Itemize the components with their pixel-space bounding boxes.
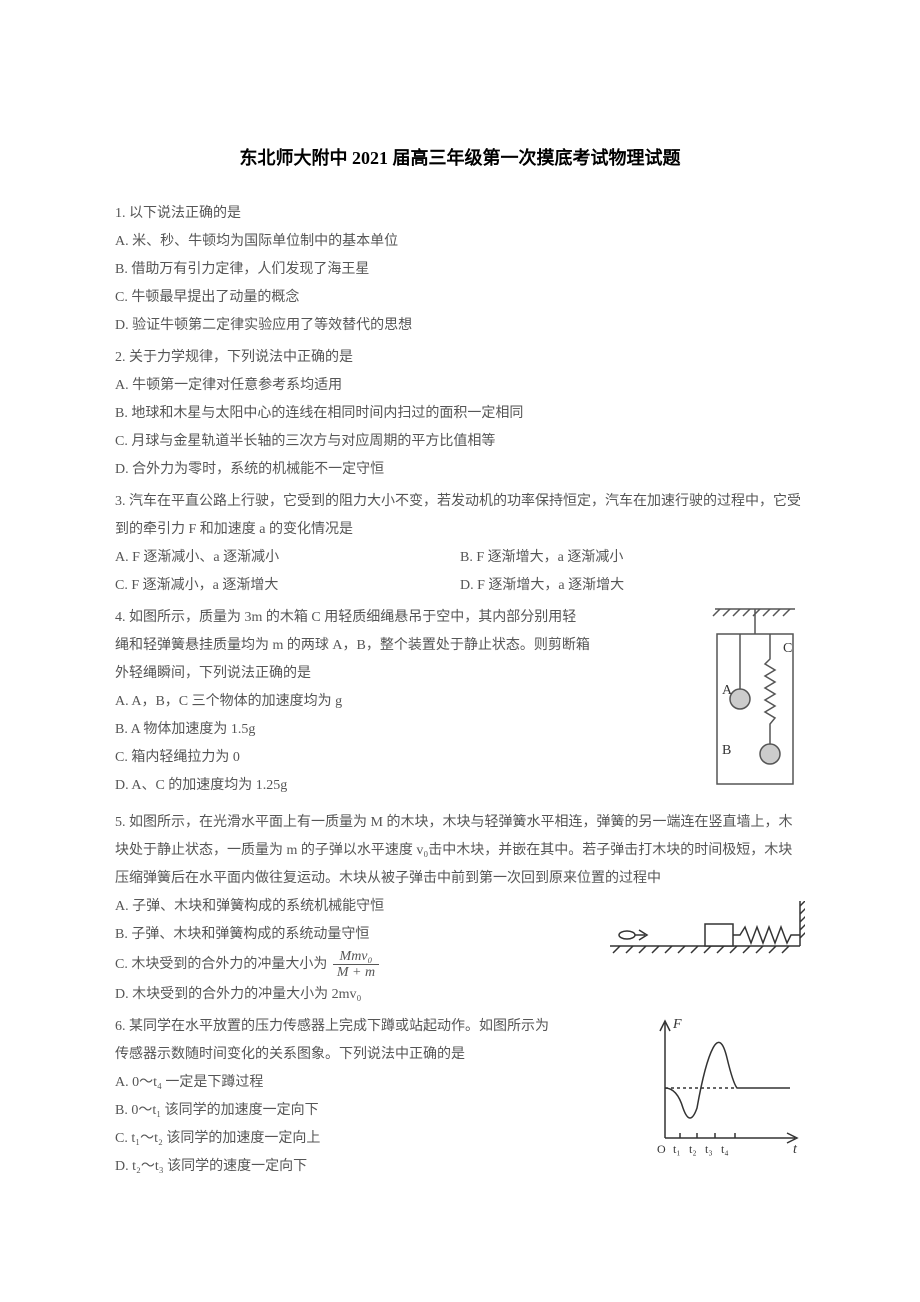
q1-stem: 1. 以下说法正确的是: [115, 200, 805, 228]
q6-tick-o: O: [657, 1142, 666, 1156]
q6-tick-3: t₃: [705, 1142, 713, 1156]
q4-diagram: C A B: [695, 604, 805, 794]
q2-opt-d: D. 合外力为零时，系统的机械能不一定守恒: [115, 456, 805, 484]
q5-opt-c-den: M + m: [333, 965, 379, 980]
q2-options: A. 牛顿第一定律对任意参考系均适用 B. 地球和木星与太阳中心的连线在相同时间…: [115, 372, 805, 484]
q6-tick-4: t₄: [721, 1142, 729, 1156]
q4-figure: C A B: [695, 604, 805, 805]
q2-opt-b: B. 地球和木星与太阳中心的连线在相同时间内扫过的面积一定相同: [115, 400, 805, 428]
q1-opt-a: A. 米、秒、牛顿均为国际单位制中的基本单位: [115, 228, 805, 256]
q3-opt-c: C. F 逐渐减小，a 逐渐增大: [115, 572, 460, 600]
q6-tick-1: t₁: [673, 1142, 681, 1156]
q5-opt-c-fraction: Mmv₀ M + m: [333, 949, 379, 981]
q6-diagram: F t O t₁ t₂ t₃ t₄: [645, 1013, 805, 1163]
q2-opt-c: C. 月球与金星轨道半长轴的三次方与对应周期的平方比值相等: [115, 428, 805, 456]
q1-opt-b: B. 借助万有引力定律，人们发现了海王星: [115, 256, 805, 284]
q5-stem: 5. 如图所示，在光滑水平面上有一质量为 M 的木块，木块与轻弹簧水平相连，弹簧…: [115, 809, 805, 893]
q5-opt-c-num: Mmv₀: [333, 949, 379, 965]
question-1: 1. 以下说法正确的是 A. 米、秒、牛顿均为国际单位制中的基本单位 B. 借助…: [115, 200, 805, 340]
page-title: 东北师大附中 2021 届高三年级第一次摸底考试物理试题: [115, 140, 805, 176]
question-6: F t O t₁ t₂ t₃ t₄ 6. 某同学在水平放置的压力传感器上完成下蹲…: [115, 1013, 805, 1181]
q5-diagram: [605, 901, 805, 961]
q3-stem: 3. 汽车在平直公路上行驶，它受到的阻力大小不变，若发动机的功率保持恒定，汽车在…: [115, 488, 805, 544]
q6-axis-x: t: [793, 1142, 798, 1157]
q4-label-b: B: [722, 743, 731, 758]
question-4: C A B 4. 如图所示，质量为 3m 的木箱 C 用轻质细绳悬吊于空中，其内…: [115, 604, 805, 805]
q3-opt-b: B. F 逐渐增大，a 逐渐减小: [460, 544, 805, 572]
question-5: 5. 如图所示，在光滑水平面上有一质量为 M 的木块，木块与轻弹簧水平相连，弹簧…: [115, 809, 805, 1009]
q6-figure: F t O t₁ t₂ t₃ t₄: [645, 1013, 805, 1174]
q5-figure: [605, 901, 805, 972]
q5-opt-c-prefix: C. 木块受到的合外力的冲量大小为: [115, 957, 327, 972]
q2-opt-a: A. 牛顿第一定律对任意参考系均适用: [115, 372, 805, 400]
q1-opt-c: C. 牛顿最早提出了动量的概念: [115, 284, 805, 312]
question-2: 2. 关于力学规律，下列说法中正确的是 A. 牛顿第一定律对任意参考系均适用 B…: [115, 344, 805, 484]
question-3: 3. 汽车在平直公路上行驶，它受到的阻力大小不变，若发动机的功率保持恒定，汽车在…: [115, 488, 805, 600]
q1-opt-d: D. 验证牛顿第二定律实验应用了等效替代的思想: [115, 312, 805, 340]
q6-tick-2: t₂: [689, 1142, 697, 1156]
q3-opt-a: A. F 逐渐减小、a 逐渐减小: [115, 544, 460, 572]
q4-label-a: A: [722, 683, 733, 698]
q4-label-c: C: [783, 641, 792, 656]
q1-options: A. 米、秒、牛顿均为国际单位制中的基本单位 B. 借助万有引力定律，人们发现了…: [115, 228, 805, 340]
q3-options: A. F 逐渐减小、a 逐渐减小 B. F 逐渐增大，a 逐渐减小 C. F 逐…: [115, 544, 805, 600]
q3-opt-d: D. F 逐渐增大，a 逐渐增大: [460, 572, 805, 600]
q2-stem: 2. 关于力学规律，下列说法中正确的是: [115, 344, 805, 372]
q6-axis-y: F: [672, 1017, 682, 1032]
q5-opt-d: D. 木块受到的合外力的冲量大小为 2mv₀: [115, 981, 805, 1009]
